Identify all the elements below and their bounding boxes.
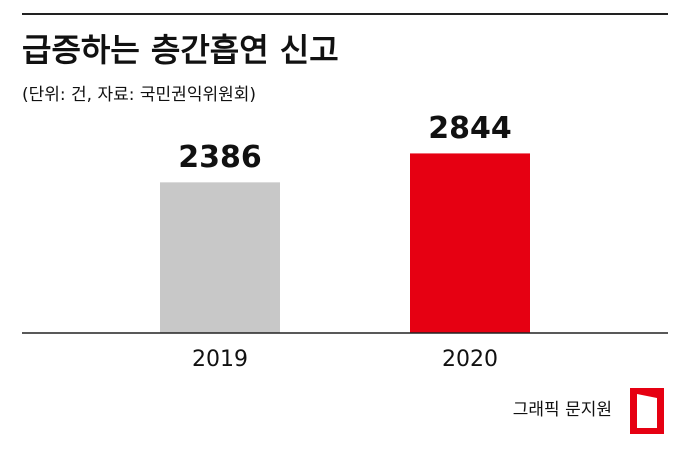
bar bbox=[160, 182, 280, 333]
chart-title: 급증하는 층간흡연 신고 bbox=[22, 31, 339, 69]
bar bbox=[410, 153, 530, 333]
x-tick-label: 2019 bbox=[192, 347, 248, 372]
logo bbox=[630, 388, 664, 434]
x-tick-label: 2020 bbox=[442, 347, 498, 372]
chart-subtitle: (단위: 건, 자료: 국민권익위원회) bbox=[22, 85, 256, 105]
credit: 그래픽 문지원 bbox=[513, 400, 612, 420]
data-label: 2386 bbox=[178, 140, 262, 175]
data-label: 2844 bbox=[428, 111, 512, 146]
